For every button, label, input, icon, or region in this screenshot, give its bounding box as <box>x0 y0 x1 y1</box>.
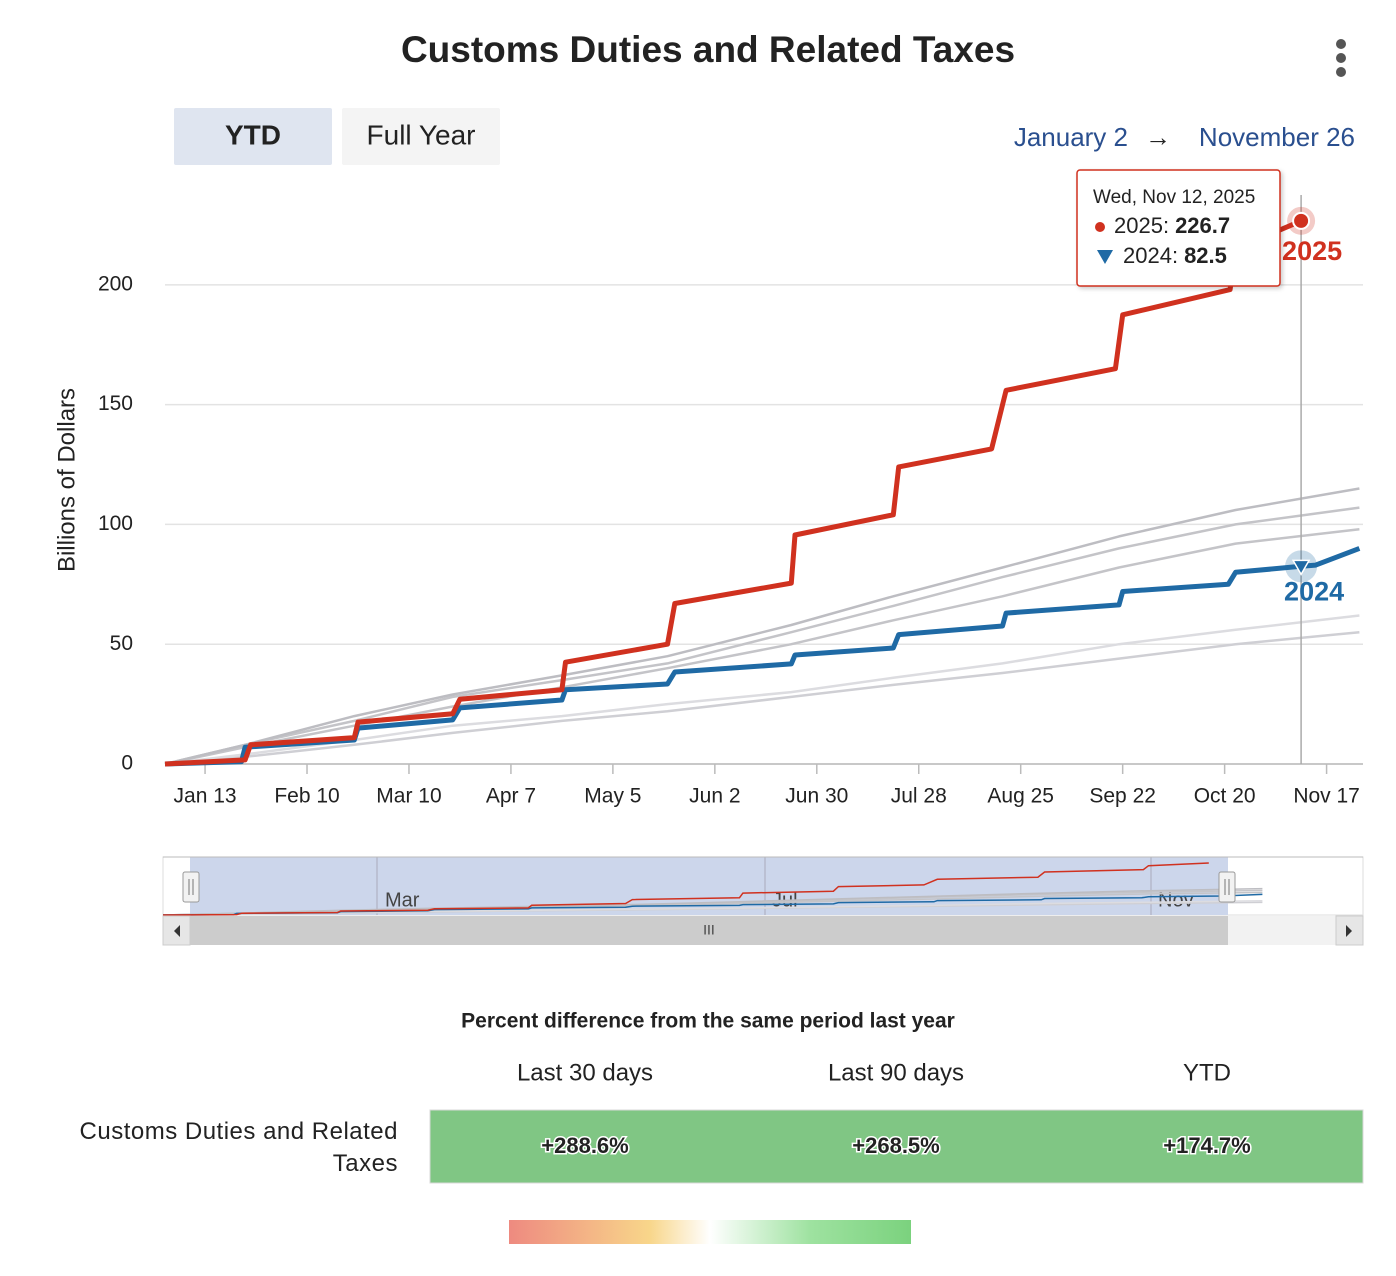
table-cell: +268.5% <box>852 1133 939 1158</box>
range-arrow: → <box>1145 122 1171 152</box>
x-tick-label: Apr 7 <box>486 785 536 808</box>
navigator-label: Mar <box>385 889 420 911</box>
tooltip-symbol <box>1097 250 1113 264</box>
x-tick-label: Nov 17 <box>1293 785 1360 808</box>
x-tick-label: Feb 10 <box>274 785 339 808</box>
x-tick-label: Oct 20 <box>1194 785 1256 808</box>
ytd-button[interactable] <box>174 108 332 165</box>
tooltip-item: 2025: 226.7 <box>1114 213 1230 238</box>
series-end-label: 2024 <box>1284 576 1344 606</box>
range-from[interactable]: January 2 <box>1014 122 1128 152</box>
arrow-icon <box>174 925 180 937</box>
navigator-handles[interactable] <box>182 871 1236 903</box>
navigator-line <box>162 887 1263 916</box>
point-marker <box>1292 211 1311 230</box>
history-line <box>164 487 1360 766</box>
history-line <box>164 630 1360 766</box>
tooltip-item: 2024: 82.5 <box>1123 243 1227 268</box>
navigator-handle[interactable] <box>182 871 200 903</box>
history-line <box>164 506 1360 766</box>
history-line <box>164 527 1360 766</box>
series-line <box>164 218 1303 767</box>
chart-title: Customs Duties and Related Taxes <box>401 29 1015 70</box>
plot-area: 0 50 100 150 200 Jan 13 Feb 10 Mar 10 Apr 7 May 5… <box>98 218 1363 808</box>
navigator-handle[interactable] <box>1218 871 1236 903</box>
y-tick-label: 0 <box>121 752 133 775</box>
full-year-button[interactable] <box>342 108 500 165</box>
x-tick-label: Jun 2 <box>689 785 740 808</box>
range-to[interactable]: November 26 <box>1199 122 1355 152</box>
y-tick-label: 100 <box>98 512 133 535</box>
navigator-line <box>162 862 1209 916</box>
menu-button[interactable] <box>1336 39 1346 77</box>
y-axis-label: Billions of Dollars <box>53 388 80 572</box>
row-label: Customs Duties and Related Taxes <box>79 1118 398 1177</box>
tooltip-label: 2025: <box>1114 213 1169 238</box>
tooltip-date: Wed, Nov 12, 2025 <box>1093 187 1255 208</box>
column-header: YTD <box>1183 1059 1231 1086</box>
tooltip-value: 226.7 <box>1175 213 1230 238</box>
x-tick-label: Jun 30 <box>785 785 848 808</box>
tooltip: Wed, Nov 12, 2025 2025: 226.7 2024: 82.5 <box>1076 169 1281 287</box>
series-line <box>164 546 1361 767</box>
series-end-label: 2025 <box>1282 236 1342 266</box>
scroll-left[interactable] <box>162 915 191 946</box>
tooltip-box <box>1076 169 1281 287</box>
scrollbar-thumb[interactable] <box>190 916 1228 945</box>
x-tick-label: Sep 22 <box>1089 785 1156 808</box>
x-tick-label: Jul 28 <box>891 785 947 808</box>
scrollbar-grip: III <box>703 922 715 938</box>
y-tick-label: 150 <box>98 392 133 415</box>
column-header: Last 30 days <box>517 1059 653 1086</box>
arrow-icon <box>1346 925 1352 937</box>
x-tick-label: May 5 <box>584 785 641 808</box>
tooltip-value: 82.5 <box>1184 243 1227 268</box>
x-tick-label: Mar 10 <box>376 785 441 808</box>
tooltip-symbol <box>1095 222 1105 232</box>
color-scale <box>509 1220 911 1244</box>
x-tick-label: Aug 25 <box>987 785 1054 808</box>
x-tick-label: Jan 13 <box>174 785 237 808</box>
table-row <box>429 1109 1364 1184</box>
tooltip-label: 2024: <box>1123 243 1178 268</box>
column-header: Last 90 days <box>828 1059 964 1086</box>
navigator: Mar Jul Nov <box>162 856 1364 916</box>
table-cell: +174.7% <box>1163 1133 1250 1158</box>
table-cell: +288.6% <box>541 1133 628 1158</box>
y-tick-label: 50 <box>110 632 133 655</box>
table-title: Percent difference from the same period … <box>461 1010 955 1033</box>
navigator-label: Nov <box>1158 889 1194 911</box>
y-tick-label: 200 <box>98 272 133 295</box>
point-marker <box>1291 559 1311 576</box>
button-label[interactable]: Full Year <box>367 119 476 150</box>
button-label[interactable]: YTD <box>225 119 281 150</box>
